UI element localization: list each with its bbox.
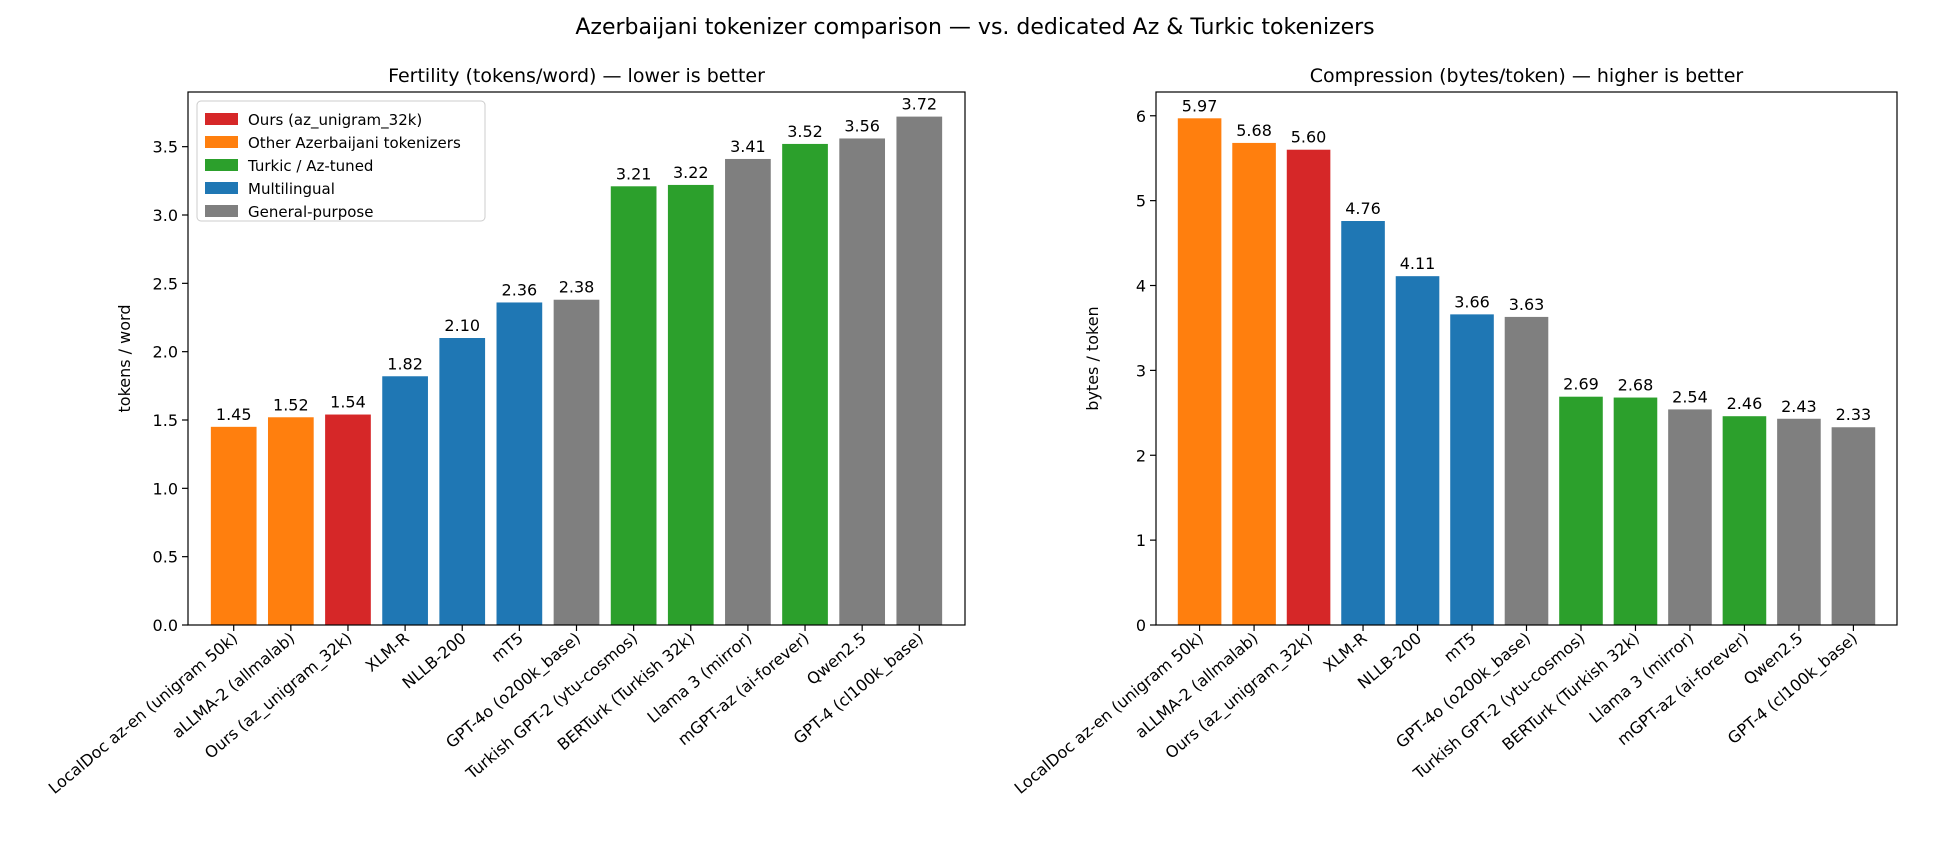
compression-y-axis-label: bytes / token	[1083, 306, 1102, 410]
compression-value-label-4: 4.11	[1400, 254, 1436, 273]
compression-value-label-1: 5.68	[1236, 121, 1272, 140]
legend-swatch-4	[205, 205, 238, 217]
fertility-y-tick-label-3: 1.5	[153, 411, 178, 430]
fertility-bar-11	[839, 138, 886, 625]
legend-label-3: Multilingual	[248, 180, 335, 198]
fertility-value-label-1: 1.52	[273, 395, 309, 414]
fertility-value-label-11: 3.56	[844, 116, 880, 135]
compression-bar-2	[1286, 149, 1331, 625]
legend-swatch-2	[205, 159, 238, 171]
fertility-value-label-2: 1.54	[330, 393, 366, 412]
compression-y-tick-label-6: 6	[1136, 107, 1146, 126]
fertility-y-tick-label-4: 2.0	[153, 343, 178, 362]
compression-x-tick-label-3: XLM-R	[1320, 629, 1371, 676]
fertility-value-label-10: 3.52	[787, 122, 823, 141]
fertility-bar-12	[896, 116, 943, 625]
fertility-bar-8	[667, 184, 714, 625]
compression-bar-4	[1395, 276, 1440, 625]
fertility-bar-3	[382, 376, 428, 625]
fertility-bar-1	[267, 417, 314, 625]
fertility-bar-4	[439, 338, 486, 625]
compression-y-tick-label-3: 3	[1136, 361, 1146, 380]
fertility-value-label-7: 3.21	[616, 164, 652, 183]
compression-x-tick-label-5: mT5	[1440, 629, 1479, 666]
fertility-y-tick-label-1: 0.5	[153, 548, 178, 567]
legend-label-4: General-purpose	[248, 203, 373, 221]
compression-value-label-12: 2.33	[1836, 405, 1872, 424]
compression-bar-1	[1232, 142, 1276, 625]
compression-bar-3	[1341, 221, 1385, 626]
fertility-y-tick-label-6: 3.0	[153, 206, 178, 225]
fertility-bar-10	[782, 143, 828, 625]
legend-swatch-0	[205, 113, 238, 125]
legend-label-1: Other Azerbaijani tokenizers	[248, 134, 461, 152]
compression-value-label-6: 3.63	[1509, 295, 1545, 314]
fertility-chart-panel: Fertility (tokens/word) — lower is bette…	[45, 65, 966, 798]
legend-label-0: Ours (az_unigram_32k)	[248, 111, 422, 130]
compression-value-label-9: 2.54	[1672, 387, 1708, 406]
fertility-bar-9	[725, 158, 771, 625]
compression-bar-12	[1831, 427, 1876, 625]
fertility-y-tick-label-2: 1.0	[153, 479, 178, 498]
compression-chart-title: Compression (bytes/token) — higher is be…	[1310, 65, 1744, 87]
compression-value-label-10: 2.46	[1727, 394, 1763, 413]
fertility-value-label-9: 3.41	[730, 137, 766, 156]
fertility-bar-7	[610, 186, 657, 626]
compression-y-tick-label-0: 0	[1136, 616, 1146, 635]
fertility-value-label-0: 1.45	[216, 405, 252, 424]
compression-bar-10	[1722, 416, 1767, 625]
legend-swatch-1	[205, 136, 238, 148]
fertility-value-label-3: 1.82	[387, 354, 423, 373]
compression-bar-5	[1450, 314, 1494, 625]
fertility-bar-2	[325, 414, 371, 625]
legend-label-2: Turkic / Az-tuned	[247, 157, 373, 175]
compression-y-tick-label-1: 1	[1136, 531, 1146, 550]
compression-value-label-5: 3.66	[1454, 292, 1490, 311]
compression-value-label-7: 2.69	[1563, 375, 1599, 394]
compression-y-tick-label-5: 5	[1136, 192, 1146, 211]
compression-value-label-11: 2.43	[1781, 397, 1817, 416]
compression-y-tick-label-4: 4	[1136, 277, 1146, 296]
fertility-chart-title: Fertility (tokens/word) — lower is bette…	[388, 65, 765, 87]
fertility-value-label-12: 3.72	[901, 95, 937, 114]
figure-suptitle: Azerbaijani tokenizer comparison — vs. d…	[575, 15, 1374, 40]
compression-bar-11	[1777, 418, 1821, 625]
compression-value-label-8: 2.68	[1618, 376, 1654, 395]
compression-bar-7	[1559, 396, 1603, 625]
fertility-bar-5	[496, 302, 543, 625]
compression-value-label-2: 5.60	[1291, 128, 1327, 147]
fertility-value-label-6: 2.38	[559, 278, 595, 297]
fertility-y-tick-label-0: 0.0	[153, 616, 178, 635]
compression-chart-panel: Compression (bytes/token) — higher is be…	[1011, 65, 1898, 798]
compression-bar-6	[1504, 316, 1549, 625]
fertility-y-axis-label: tokens / word	[115, 305, 134, 413]
legend-box	[196, 100, 486, 222]
fertility-bar-6	[553, 299, 600, 625]
fertility-y-tick-label-7: 3.5	[153, 138, 178, 157]
fertility-bar-0	[210, 426, 257, 625]
fertility-value-label-5: 2.36	[502, 280, 538, 299]
fertility-x-tick-label-4: NLLB-200	[399, 629, 470, 693]
legend-swatch-3	[205, 182, 238, 194]
compression-bar-9	[1668, 409, 1712, 625]
fertility-value-label-8: 3.22	[673, 163, 709, 182]
compression-bar-8	[1613, 397, 1658, 625]
fertility-x-tick-label-3: XLM-R	[362, 629, 413, 676]
fertility-x-tick-label-5: mT5	[487, 629, 526, 666]
compression-bar-0	[1177, 118, 1222, 625]
compression-value-label-3: 4.76	[1345, 199, 1381, 218]
fertility-value-label-4: 2.10	[444, 316, 480, 335]
compression-value-label-0: 5.97	[1182, 96, 1218, 115]
fertility-y-tick-label-5: 2.5	[153, 274, 178, 293]
compression-y-tick-label-2: 2	[1136, 446, 1146, 465]
chart-legend: Ours (az_unigram_32k) Other Azerbaijani t…	[196, 100, 486, 222]
